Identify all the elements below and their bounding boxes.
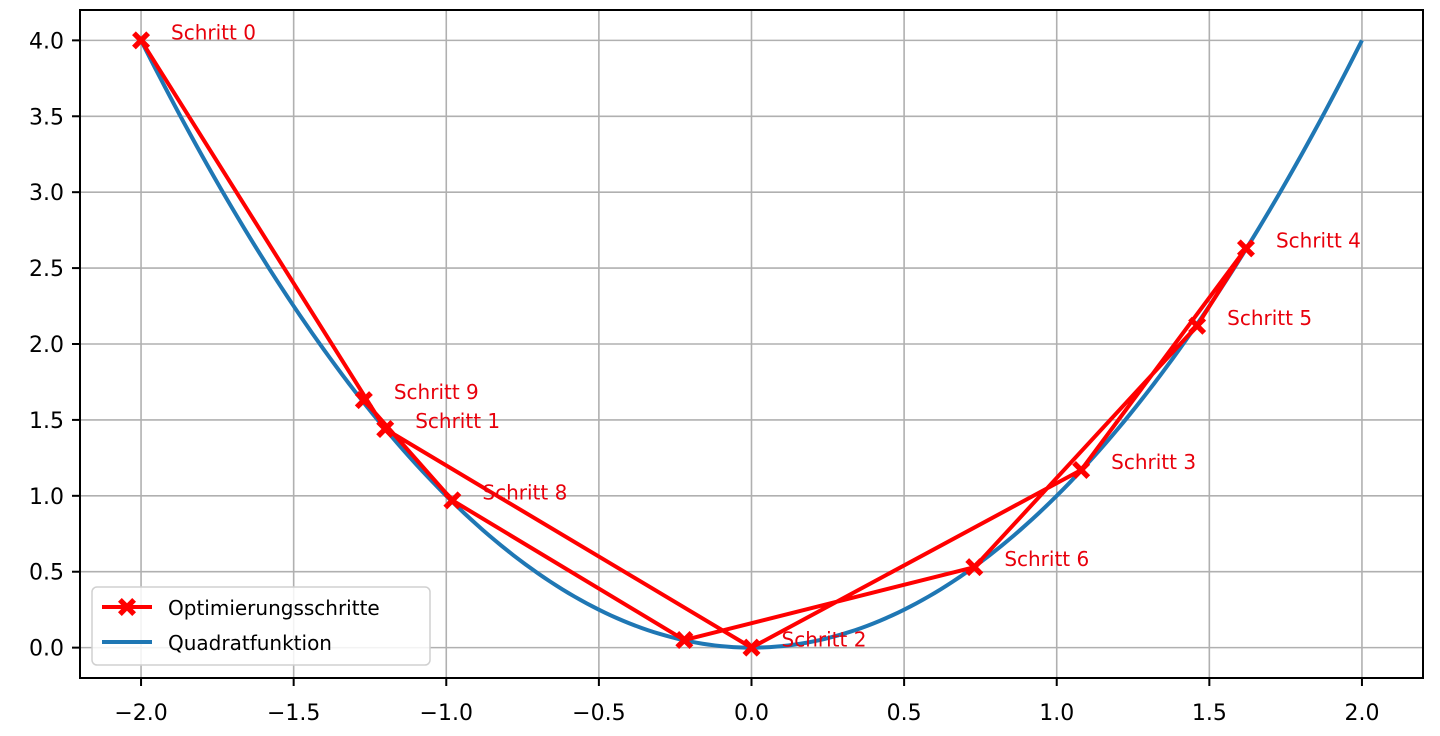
step-annotation-label: Schritt 5 <box>1227 306 1312 330</box>
y-tick-label: 1.5 <box>29 409 64 434</box>
step-marker-x-icon <box>1188 316 1207 335</box>
step-marker-x-icon <box>742 638 761 657</box>
y-tick-label: 2.0 <box>29 333 64 358</box>
step-annotation-label: Schritt 4 <box>1276 228 1361 252</box>
legend-box <box>91 586 431 666</box>
y-tick-label: 3.5 <box>29 105 64 130</box>
y-tick-label: 2.5 <box>29 257 64 282</box>
x-tick-label: −1.0 <box>420 701 473 726</box>
legend-label-curve: Quadratfunktion <box>168 631 332 655</box>
x-tick-label: 0.5 <box>887 701 922 726</box>
x-tick-label: 1.0 <box>1039 701 1074 726</box>
optimization-steps-line <box>139 39 1248 650</box>
legend: Optimierungsschritte Quadratfunktion <box>91 586 431 666</box>
step-marker-x-icon <box>1236 239 1255 258</box>
legend-label-steps: Optimierungsschritte <box>168 596 380 620</box>
x-tick-label: −0.5 <box>572 701 625 726</box>
step-markers <box>132 31 1255 657</box>
x-tick-label: 2.0 <box>1344 701 1379 726</box>
step-annotations: Schritt 0 Schritt 1 Schritt 2 Schritt 3 Schr… <box>171 20 1361 651</box>
step-marker-x-icon <box>132 31 151 50</box>
y-tick-label: 4.0 <box>29 29 64 54</box>
step-annotation-label: Schritt 9 <box>394 380 479 404</box>
step-marker-x-icon <box>443 491 462 510</box>
x-tick-label: 0.0 <box>734 701 769 726</box>
x-tick-label: −2.0 <box>114 701 167 726</box>
step-annotation-label: Schritt 0 <box>171 20 256 44</box>
step-marker-x-icon <box>675 631 694 650</box>
optimization-steps-polyline <box>139 39 1248 650</box>
y-tick-label: 1.0 <box>29 485 64 510</box>
step-marker-x-icon <box>1072 461 1091 480</box>
legend-x-marker-icon <box>118 598 136 616</box>
step-marker-x-icon <box>965 558 984 577</box>
y-tick-label: 0.5 <box>29 561 64 586</box>
x-tick-label: 1.5 <box>1192 701 1227 726</box>
step-marker-x-icon <box>376 420 395 439</box>
y-tick-label: 3.0 <box>29 181 64 206</box>
step-annotation-label: Schritt 8 <box>482 480 567 504</box>
x-tick-label: −1.5 <box>267 701 320 726</box>
step-annotation-label: Schritt 3 <box>1111 450 1196 474</box>
axis-ticks: −2.0 −1.5 −1.0 −0.5 0.0 0.5 1.0 1.5 2.0 0.0 0.5 1.0… <box>29 29 1379 726</box>
step-annotation-label: Schritt 2 <box>782 628 867 652</box>
step-annotation-label: Schritt 1 <box>415 409 500 433</box>
y-tick-label: 0.0 <box>29 637 64 662</box>
step-marker-x-icon <box>354 391 373 410</box>
step-annotation-label: Schritt 6 <box>1004 547 1089 571</box>
